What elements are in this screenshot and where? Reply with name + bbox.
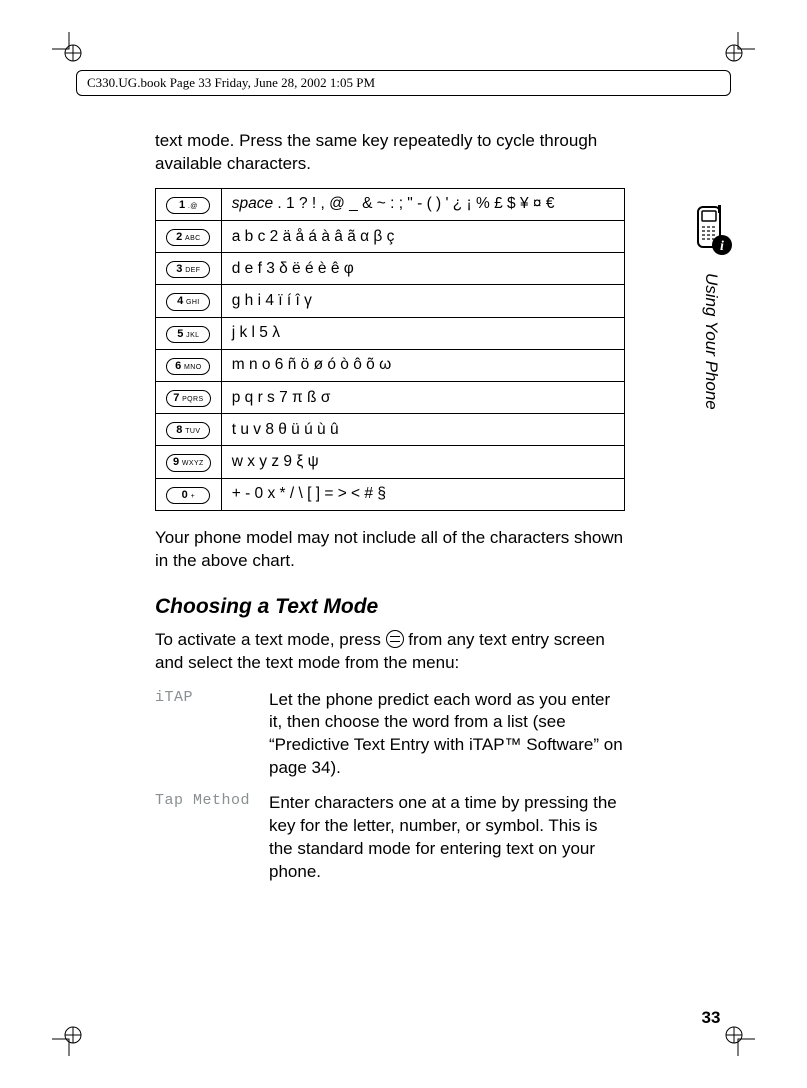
table-row: 6 MNO m n o 6 ñ ö ø ó ò ô õ ω — [156, 349, 625, 381]
phone-info-icon: i — [688, 205, 734, 259]
header-rule: C330.UG.book Page 33 Friday, June 28, 20… — [76, 70, 731, 96]
key-cap: 8 TUV — [166, 422, 210, 439]
after-table-text: Your phone model may not include all of … — [155, 527, 625, 573]
key-cap: 5 JKL — [166, 326, 210, 343]
table-row: 2 ABC a b c 2 ä å á à â ã α β ç — [156, 221, 625, 253]
section-heading: Choosing a Text Mode — [155, 595, 625, 619]
key-cap: 4 GHI — [166, 293, 210, 310]
text-modes-list: iTAPLet the phone predict each word as y… — [155, 689, 625, 885]
chars-cell: t u v 8 θ ü ú ù û — [221, 414, 624, 446]
crop-mark-tl — [52, 32, 86, 66]
page-content: text mode. Press the same key repeatedly… — [155, 130, 625, 896]
header-rule-text: C330.UG.book Page 33 Friday, June 28, 20… — [87, 75, 375, 90]
activate-text-pre: To activate a text mode, press — [155, 630, 386, 649]
chars-cell: d e f 3 δ ë é è ê φ — [221, 253, 624, 285]
side-column: i Using Your Phone 33 — [681, 205, 741, 1028]
chars-cell: + - 0 x * / \ [ ] = > < # § — [221, 478, 624, 510]
menu-icon — [386, 630, 404, 648]
table-row: 4 GHI g h i 4 ï í î γ — [156, 285, 625, 317]
chars-cell: m n o 6 ñ ö ø ó ò ô õ ω — [221, 349, 624, 381]
chars-cell: a b c 2 ä å á à â ã α β ç — [221, 221, 624, 253]
table-row: 0 + + - 0 x * / \ [ ] = > < # § — [156, 478, 625, 510]
key-cell: 9 WXYZ — [156, 446, 222, 478]
crop-mark-bl — [52, 1022, 86, 1056]
chars-cell: j k l 5 λ — [221, 317, 624, 349]
chars-cell: space . 1 ? ! , @ _ & ~ : ; " - ( ) ' ¿ … — [221, 188, 624, 220]
key-cell: 2 ABC — [156, 221, 222, 253]
chars-cell: p q r s 7 π ß σ — [221, 382, 624, 414]
key-cell: 0 + — [156, 478, 222, 510]
activate-text: To activate a text mode, press from any … — [155, 629, 625, 675]
key-cell: 4 GHI — [156, 285, 222, 317]
table-row: 8 TUV t u v 8 θ ü ú ù û — [156, 414, 625, 446]
key-cell: 1 .@ — [156, 188, 222, 220]
key-cell: 3 DEF — [156, 253, 222, 285]
intro-text: text mode. Press the same key repeatedly… — [155, 130, 625, 176]
page-number: 33 — [702, 1008, 721, 1028]
character-table: 1 .@ space . 1 ? ! , @ _ & ~ : ; " - ( ) … — [155, 188, 625, 511]
mode-row: iTAPLet the phone predict each word as y… — [155, 689, 625, 781]
key-cap: 1 .@ — [166, 197, 210, 214]
key-cell: 6 MNO — [156, 349, 222, 381]
side-section-label: Using Your Phone — [701, 273, 721, 996]
key-cap: 7 PQRS — [166, 390, 210, 407]
mode-description: Let the phone predict each word as you e… — [269, 689, 625, 781]
mode-description: Enter characters one at a time by pressi… — [269, 792, 625, 884]
key-cell: 7 PQRS — [156, 382, 222, 414]
table-row: 3 DEF d e f 3 δ ë é è ê φ — [156, 253, 625, 285]
mode-label: iTAP — [155, 689, 255, 781]
key-cap: 9 WXYZ — [166, 454, 211, 471]
table-row: 7 PQRS p q r s 7 π ß σ — [156, 382, 625, 414]
chars-cell: g h i 4 ï í î γ — [221, 285, 624, 317]
key-cell: 8 TUV — [156, 414, 222, 446]
chars-cell: w x y z 9 ξ ψ — [221, 446, 624, 478]
table-row: 5 JKL j k l 5 λ — [156, 317, 625, 349]
key-cap: 6 MNO — [166, 358, 210, 375]
mode-label: Tap Method — [155, 792, 255, 884]
svg-text:i: i — [720, 239, 724, 254]
key-cell: 5 JKL — [156, 317, 222, 349]
key-cap: 3 DEF — [166, 261, 210, 278]
table-row: 9 WXYZ w x y z 9 ξ ψ — [156, 446, 625, 478]
key-cap: 0 + — [166, 487, 210, 504]
mode-row: Tap MethodEnter characters one at a time… — [155, 792, 625, 884]
key-cap: 2 ABC — [166, 229, 210, 246]
table-row: 1 .@ space . 1 ? ! , @ _ & ~ : ; " - ( ) … — [156, 188, 625, 220]
crop-mark-tr — [721, 32, 755, 66]
